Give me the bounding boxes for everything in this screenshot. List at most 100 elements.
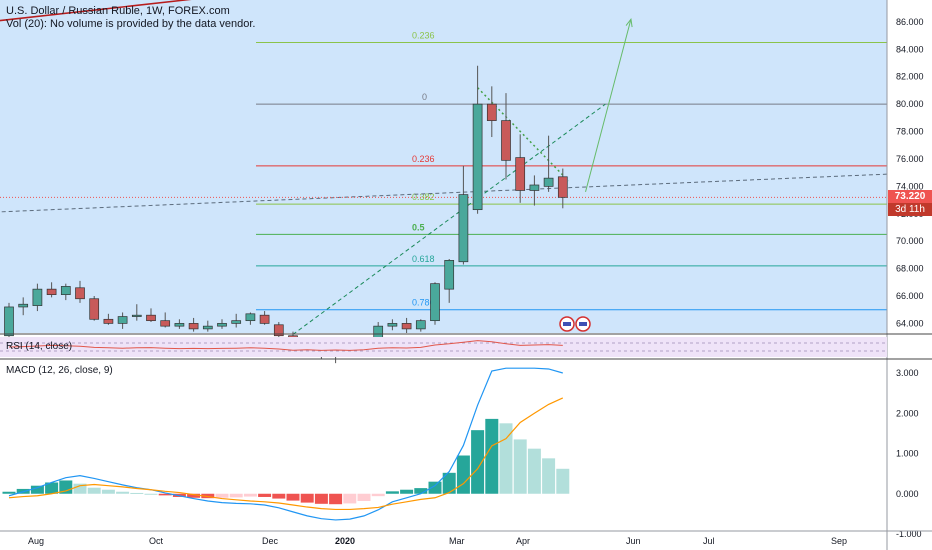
candle-body bbox=[245, 313, 256, 322]
candle-body bbox=[231, 320, 242, 324]
candle bbox=[444, 259, 455, 303]
macd-histogram-bar bbox=[286, 493, 300, 501]
macd-histogram-bar bbox=[130, 492, 144, 494]
candle bbox=[486, 86, 497, 138]
macd-histogram-bar bbox=[45, 482, 59, 494]
macd-histogram-bar bbox=[556, 468, 570, 494]
time-axis-tick: Mar bbox=[449, 536, 465, 546]
trendline bbox=[292, 103, 606, 335]
trendline bbox=[477, 87, 570, 182]
candle-body bbox=[75, 287, 85, 300]
price-axis-tick: 76.000 bbox=[896, 154, 924, 164]
candle-body bbox=[458, 194, 469, 263]
macd-histogram-bar bbox=[442, 472, 456, 494]
candle-body bbox=[202, 325, 213, 330]
macd-histogram-bar bbox=[73, 483, 87, 494]
candle-body bbox=[273, 324, 284, 337]
fib-level-label: 0.236 bbox=[412, 154, 435, 164]
time-axis-tick: 2020 bbox=[335, 536, 355, 546]
candle bbox=[103, 313, 114, 325]
candle-body bbox=[401, 323, 412, 330]
us-flag-event-stripe bbox=[579, 322, 587, 326]
time-axis-tick: Aug bbox=[28, 536, 44, 546]
candle bbox=[89, 296, 100, 321]
time-axis-tick: Jul bbox=[703, 536, 715, 546]
candle bbox=[557, 168, 568, 209]
macd-line bbox=[8, 367, 563, 521]
rsi-line bbox=[8, 340, 563, 351]
rsi-pane-background bbox=[0, 337, 887, 357]
macd-histogram-bar bbox=[59, 480, 73, 494]
price-axis-tick: 68.000 bbox=[896, 264, 924, 274]
time-axis-tick: Jun bbox=[626, 536, 641, 546]
candle bbox=[160, 312, 171, 328]
macd-histogram-bar bbox=[187, 493, 201, 498]
candle bbox=[401, 317, 412, 333]
macd-histogram-bar bbox=[144, 493, 158, 495]
price-axis-tick: 66.000 bbox=[896, 291, 924, 301]
macd-histogram-bar bbox=[471, 430, 485, 494]
candle bbox=[60, 283, 71, 301]
price-axis-tick: 84.000 bbox=[896, 44, 924, 54]
us-flag-event-stripe bbox=[563, 322, 571, 326]
projection-arrow-line bbox=[585, 19, 632, 192]
price-axis-tick: 64.000 bbox=[896, 318, 924, 328]
candle bbox=[4, 302, 14, 338]
trendline bbox=[0, 173, 890, 213]
candle bbox=[46, 282, 57, 298]
macd-histogram-bar bbox=[428, 481, 442, 494]
price-axis-tick: 82.000 bbox=[896, 72, 924, 82]
price-axis-tick: 74.000 bbox=[896, 181, 924, 191]
candle bbox=[387, 319, 398, 331]
macd-histogram-bar bbox=[116, 491, 130, 494]
signal-line bbox=[8, 397, 564, 511]
candle bbox=[217, 319, 227, 329]
projection-arrow-head bbox=[625, 17, 633, 28]
candle bbox=[415, 319, 426, 332]
candle-body bbox=[472, 103, 483, 211]
time-axis-tick: Sep bbox=[831, 536, 847, 546]
candle bbox=[273, 322, 284, 339]
macd-histogram-bar bbox=[400, 489, 414, 494]
candle-body bbox=[131, 314, 142, 317]
macd-axis-tick: 2.000 bbox=[896, 408, 919, 418]
macd-histogram-bar bbox=[229, 493, 243, 498]
rsi-title: RSI (14, close) bbox=[6, 341, 72, 352]
candle bbox=[245, 312, 256, 325]
candle-body bbox=[160, 320, 171, 327]
macd-histogram-bar bbox=[456, 455, 470, 494]
macd-histogram-bar bbox=[243, 493, 257, 497]
candle-body bbox=[543, 177, 554, 187]
candle-body bbox=[32, 288, 43, 306]
volume-note: Vol (20): No volume is provided by the d… bbox=[6, 18, 256, 30]
macd-histogram-bar bbox=[371, 493, 385, 497]
candle-body bbox=[174, 323, 185, 327]
macd-histogram-bar bbox=[258, 493, 272, 497]
candle-body bbox=[188, 323, 199, 330]
candle bbox=[32, 283, 43, 312]
macd-histogram-bar bbox=[215, 493, 229, 498]
candle-body bbox=[217, 323, 227, 327]
candle-body bbox=[486, 103, 497, 121]
macd-histogram-bar bbox=[2, 491, 16, 494]
macd-histogram-bar bbox=[101, 489, 115, 494]
macd-histogram-bar bbox=[30, 485, 44, 494]
macd-histogram-bar bbox=[158, 493, 172, 496]
candle-body bbox=[415, 320, 426, 330]
candle bbox=[472, 65, 483, 214]
price-axis-tick: 80.000 bbox=[896, 99, 924, 109]
candle bbox=[231, 313, 242, 328]
candle bbox=[75, 280, 85, 303]
time-axis-tick: Oct bbox=[149, 536, 164, 546]
candle bbox=[430, 282, 440, 325]
macd-axis-tick: -1.000 bbox=[896, 529, 922, 539]
candle-body bbox=[430, 283, 440, 322]
candle-body bbox=[89, 298, 100, 320]
candle bbox=[188, 317, 199, 332]
candle bbox=[458, 165, 469, 265]
candle-body bbox=[18, 303, 29, 308]
macd-axis-tick: 0.000 bbox=[896, 489, 919, 499]
macd-histogram-bar bbox=[314, 493, 328, 504]
